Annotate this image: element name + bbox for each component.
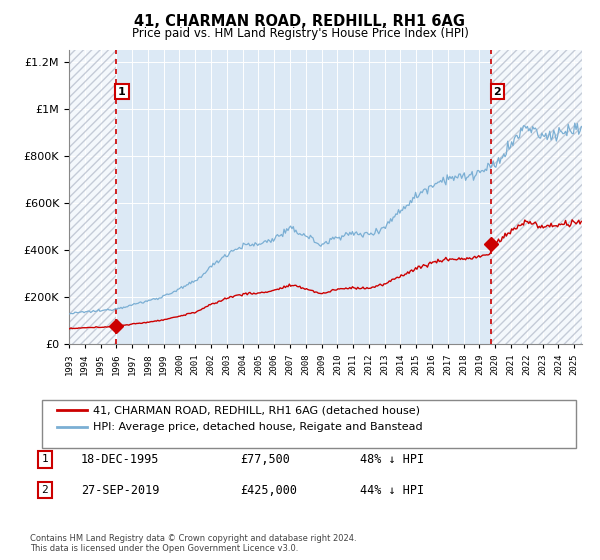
Text: 41, CHARMAN ROAD, REDHILL, RH1 6AG: 41, CHARMAN ROAD, REDHILL, RH1 6AG [134,14,466,29]
Text: Contains HM Land Registry data © Crown copyright and database right 2024.
This d: Contains HM Land Registry data © Crown c… [30,534,356,553]
Text: Price paid vs. HM Land Registry's House Price Index (HPI): Price paid vs. HM Land Registry's House … [131,27,469,40]
Text: 2: 2 [41,485,49,495]
Text: £77,500: £77,500 [240,452,290,466]
Text: 2: 2 [494,87,501,96]
Bar [69,50,116,344]
Text: 18-DEC-1995: 18-DEC-1995 [81,452,160,466]
Text: 1: 1 [118,87,126,96]
Text: HPI: Average price, detached house, Reigate and Banstead: HPI: Average price, detached house, Reig… [93,422,422,432]
Text: 27-SEP-2019: 27-SEP-2019 [81,483,160,497]
Text: £425,000: £425,000 [240,483,297,497]
Text: 44% ↓ HPI: 44% ↓ HPI [360,483,424,497]
Text: 1: 1 [41,454,49,464]
Bar [491,50,582,344]
Text: 48% ↓ HPI: 48% ↓ HPI [360,452,424,466]
Text: 41, CHARMAN ROAD, REDHILL, RH1 6AG (detached house): 41, CHARMAN ROAD, REDHILL, RH1 6AG (deta… [93,405,420,416]
